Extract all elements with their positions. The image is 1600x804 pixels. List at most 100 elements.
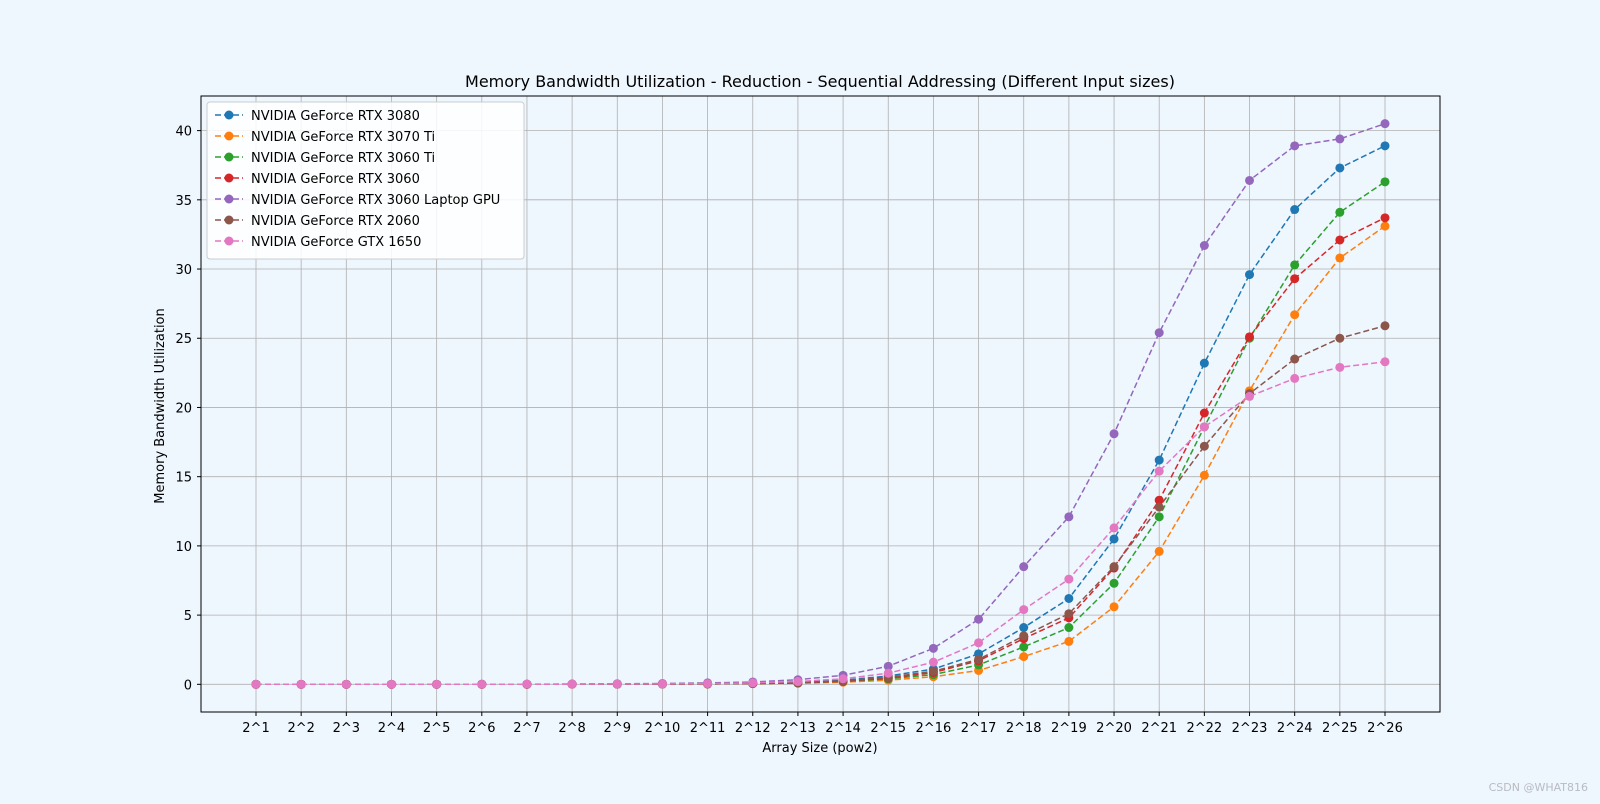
data-point [1109, 562, 1119, 572]
x-tick-label: 2^1 [242, 721, 269, 736]
data-point [974, 614, 984, 624]
data-point [1290, 205, 1300, 215]
data-point [703, 679, 713, 689]
data-point [1335, 362, 1345, 372]
legend-label: NVIDIA GeForce RTX 3080 [251, 109, 420, 124]
data-point [838, 674, 848, 684]
chart-title: Memory Bandwidth Utilization - Reduction… [465, 72, 1175, 91]
legend-item: NVIDIA GeForce RTX 3080 [215, 109, 420, 124]
data-point [1290, 260, 1300, 270]
x-tick-label: 2^21 [1141, 721, 1177, 736]
data-point [251, 679, 261, 689]
data-point [1380, 119, 1390, 129]
x-tick-label: 2^8 [558, 721, 585, 736]
data-point [1199, 358, 1209, 368]
data-point [1290, 310, 1300, 320]
legend-label: NVIDIA GeForce RTX 3060 Laptop GPU [251, 193, 500, 208]
data-point [1380, 357, 1390, 367]
x-tick-label: 2^20 [1096, 721, 1132, 736]
data-point [1245, 175, 1255, 185]
data-point [386, 679, 396, 689]
y-tick-label: 35 [175, 194, 192, 209]
data-point [974, 654, 984, 664]
data-point [1199, 470, 1209, 480]
data-point [1109, 578, 1119, 588]
data-point [1380, 177, 1390, 187]
x-tick-label: 2^5 [423, 721, 450, 736]
data-point [974, 638, 984, 648]
data-point [793, 677, 803, 687]
data-point [341, 679, 351, 689]
series-2 [251, 221, 1390, 689]
data-point [1199, 241, 1209, 251]
data-point [1335, 163, 1345, 173]
x-tick-label: 2^7 [513, 721, 540, 736]
legend-swatch-marker [224, 152, 234, 162]
series-line [256, 181, 1386, 686]
x-tick-label: 2^18 [1006, 721, 1042, 736]
data-point [1290, 373, 1300, 383]
legend-label: NVIDIA GeForce RTX 3060 [251, 172, 420, 187]
y-tick-label: 10 [175, 540, 192, 555]
legend-swatch-marker [224, 131, 234, 141]
data-point [522, 679, 532, 689]
legend-swatch-marker [224, 194, 234, 204]
data-point [928, 666, 938, 676]
y-tick-label: 5 [184, 609, 192, 624]
data-point [1154, 495, 1164, 505]
x-tick-label: 2^12 [735, 721, 771, 736]
x-tick-label: 2^13 [780, 721, 816, 736]
x-tick-label: 2^14 [825, 721, 861, 736]
data-point [1064, 512, 1074, 522]
data-point [1109, 429, 1119, 439]
data-point [1109, 602, 1119, 612]
legend-item: NVIDIA GeForce GTX 1650 [215, 235, 421, 250]
series-6 [251, 321, 1390, 689]
legend-item: NVIDIA GeForce RTX 3070 Ti [215, 130, 435, 145]
data-point [883, 668, 893, 678]
x-tick-label: 2^2 [287, 721, 314, 736]
x-tick-label: 2^19 [1051, 721, 1087, 736]
data-point [1199, 422, 1209, 432]
series-line [256, 217, 1386, 686]
data-point [1290, 141, 1300, 151]
data-point [1154, 546, 1164, 556]
data-point [1380, 141, 1390, 151]
data-point [1109, 534, 1119, 544]
legend-label: NVIDIA GeForce RTX 3060 Ti [251, 151, 435, 166]
data-point [1154, 455, 1164, 465]
x-tick-label: 2^10 [645, 721, 681, 736]
legend-swatch-marker [224, 215, 234, 225]
data-point [1199, 408, 1209, 418]
data-point [1019, 652, 1029, 662]
y-tick-label: 25 [175, 332, 192, 347]
series-line [256, 325, 1386, 686]
data-point [1019, 642, 1029, 652]
y-tick-label: 15 [175, 471, 192, 486]
x-tick-label: 2^24 [1277, 721, 1313, 736]
legend-swatch-marker [224, 110, 234, 120]
x-tick-label: 2^22 [1187, 721, 1223, 736]
y-tick-label: 40 [175, 125, 192, 140]
data-point [883, 661, 893, 671]
x-tick-label: 2^11 [690, 721, 726, 736]
legend-item: NVIDIA GeForce RTX 3060 [215, 172, 420, 187]
y-tick-label: 0 [184, 678, 192, 693]
data-point [432, 679, 442, 689]
x-tick-label: 2^3 [333, 721, 360, 736]
data-point [1154, 466, 1164, 476]
series-line [256, 225, 1386, 686]
data-point [1019, 562, 1029, 572]
data-point [1199, 441, 1209, 451]
legend-label: NVIDIA GeForce GTX 1650 [251, 235, 421, 250]
x-tick-label: 2^23 [1232, 721, 1268, 736]
x-tick-label: 2^4 [378, 721, 405, 736]
series-7 [251, 357, 1390, 689]
data-point [1064, 623, 1074, 633]
data-point [1335, 333, 1345, 343]
legend-swatch-marker [224, 236, 234, 246]
legend-item: NVIDIA GeForce RTX 2060 [215, 214, 420, 229]
data-point [1019, 605, 1029, 615]
